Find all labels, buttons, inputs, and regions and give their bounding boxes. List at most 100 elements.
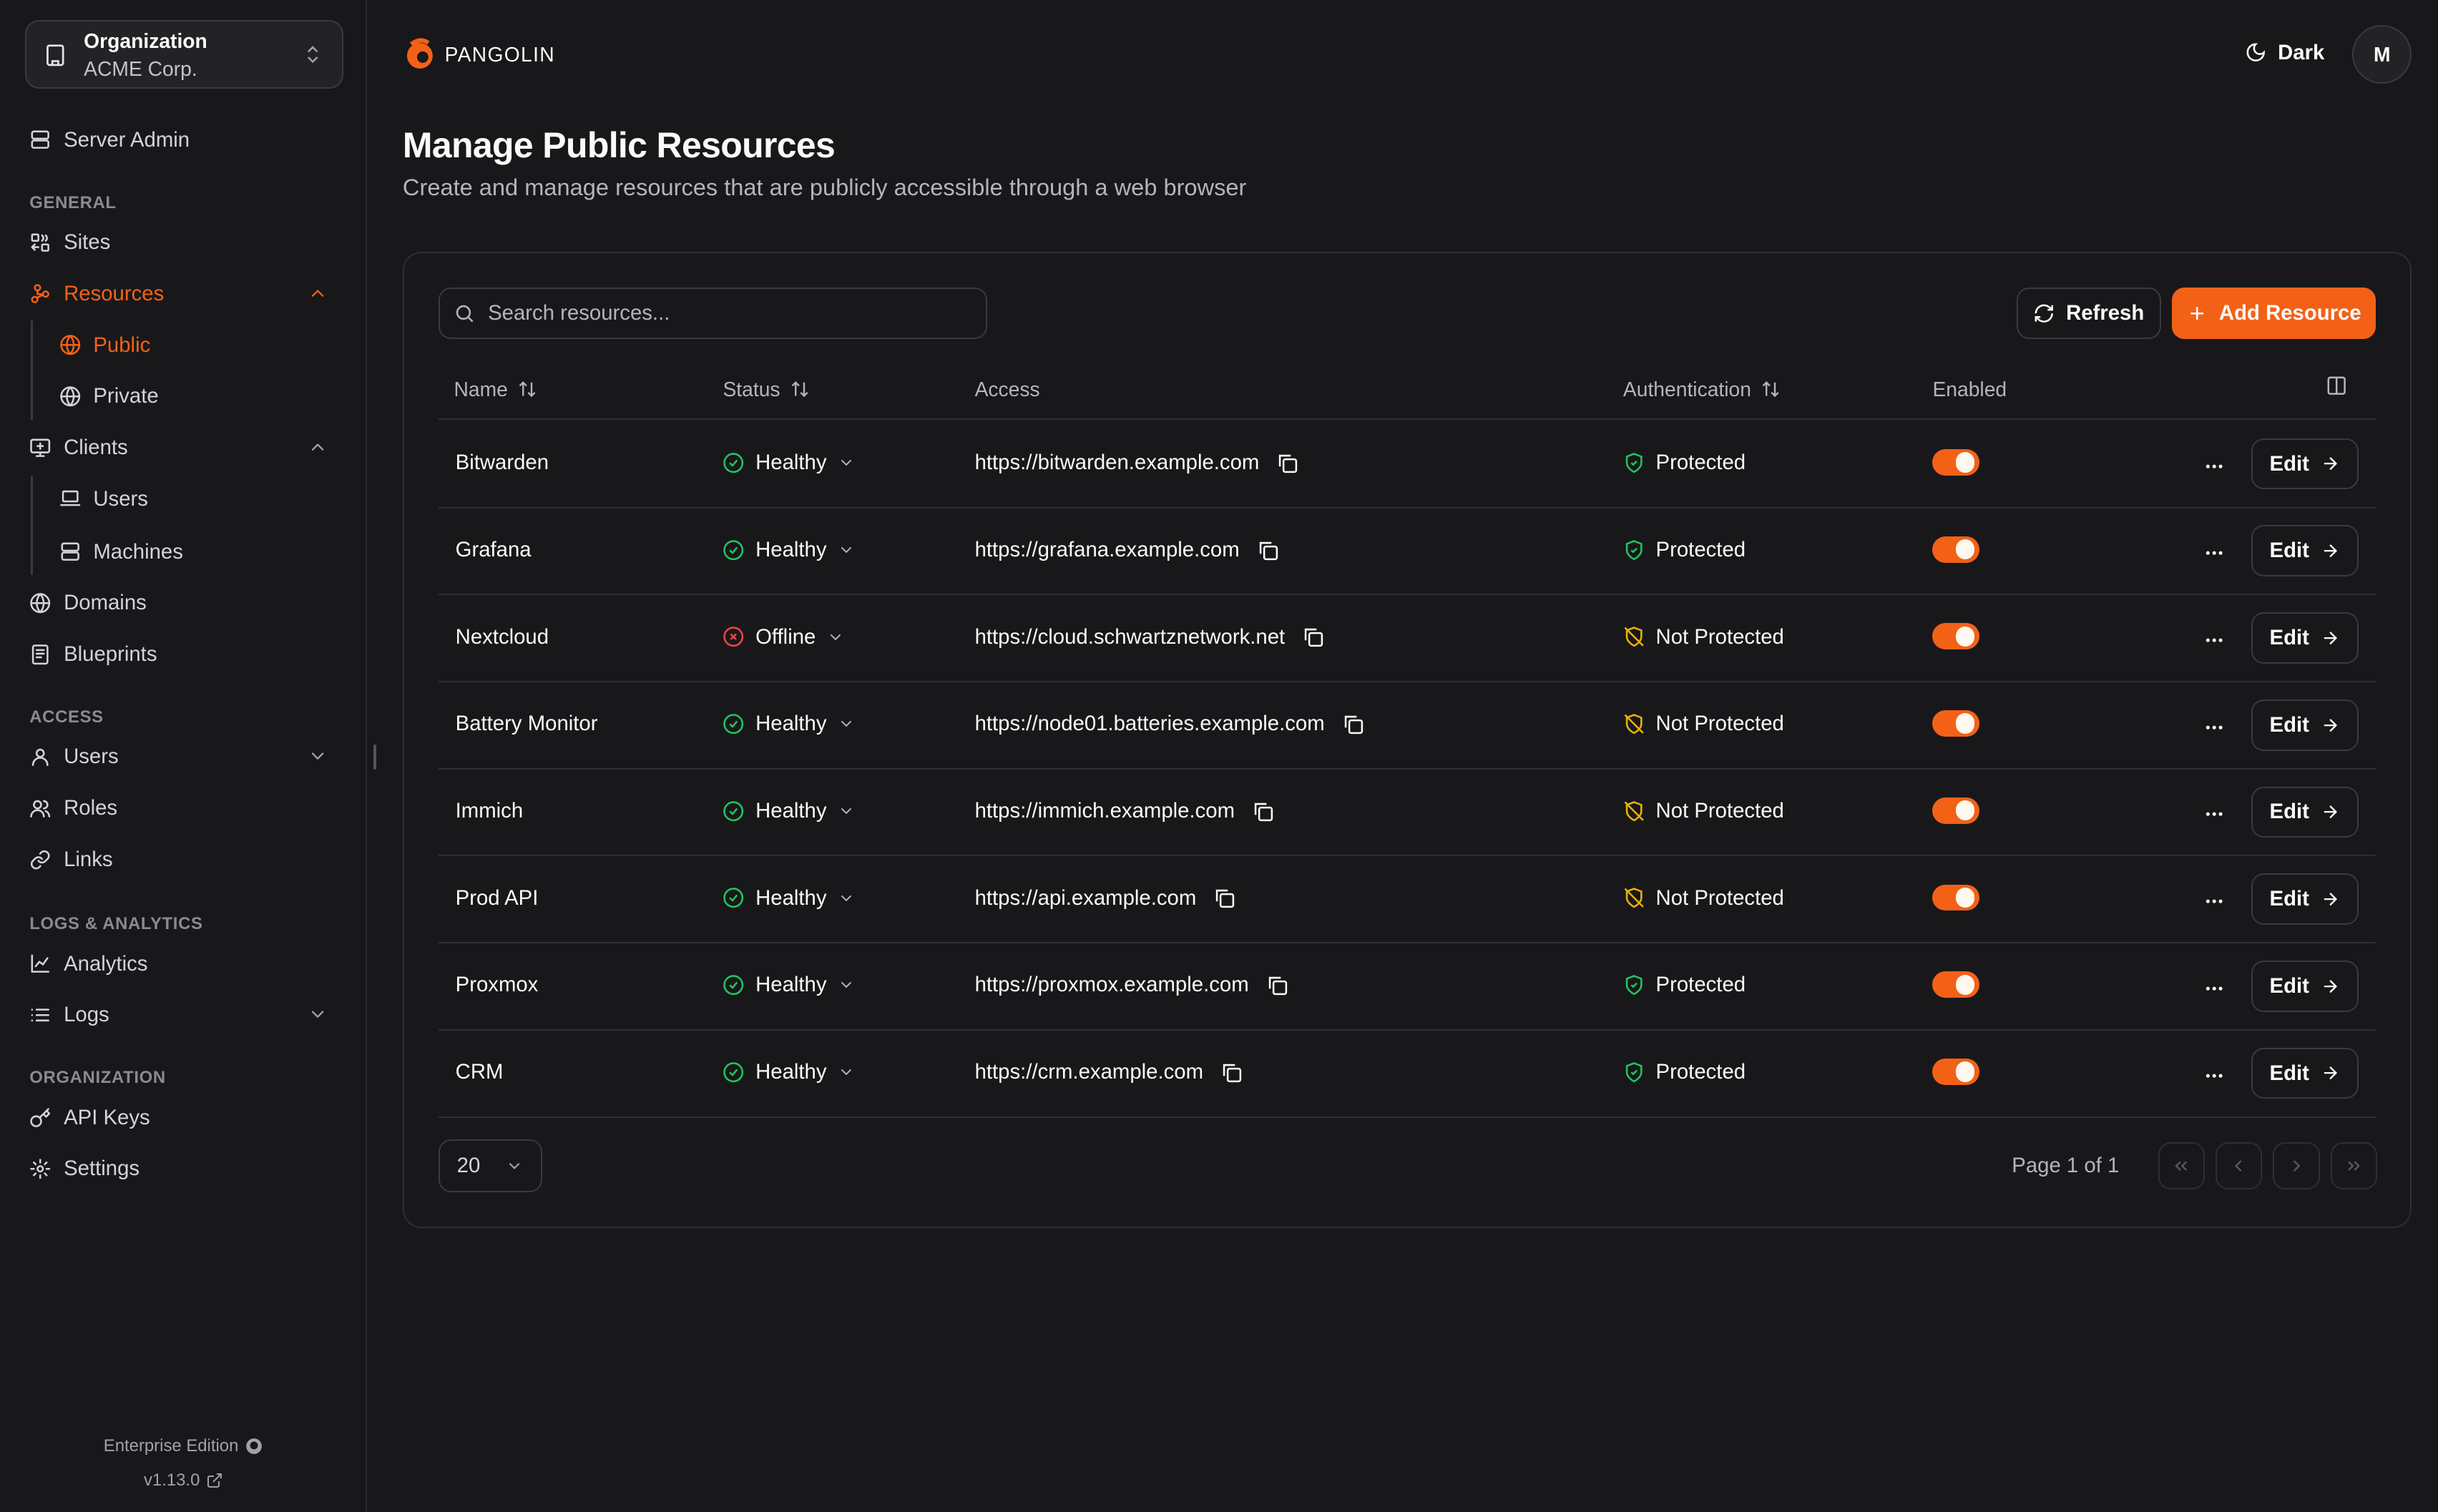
sidebar-item-settings[interactable]: Settings [29, 1152, 341, 1187]
status-dropdown[interactable]: Healthy [723, 712, 854, 736]
enabled-toggle[interactable] [1932, 1058, 1979, 1085]
add-resource-button[interactable]: Add Resource [2172, 287, 2376, 339]
version-link[interactable]: v1.13.0 [0, 1471, 367, 1491]
more-horizontal-icon [2206, 638, 2223, 642]
sidebar-item-users-client[interactable]: Users [59, 482, 339, 516]
access-link[interactable]: https://crm.example.com [974, 1060, 1204, 1084]
copy-icon[interactable] [1342, 713, 1364, 735]
enabled-toggle[interactable] [1932, 884, 1979, 911]
status-dropdown[interactable]: Offline [723, 625, 843, 649]
more-actions-button[interactable] [2203, 803, 2225, 825]
status-dropdown[interactable]: Healthy [723, 451, 854, 475]
more-horizontal-icon [2206, 1074, 2223, 1078]
sidebar-item-sites[interactable]: Sites [29, 225, 341, 260]
sidebar-item-analytics[interactable]: Analytics [29, 947, 341, 981]
sidebar-item-domains[interactable]: Domains [29, 586, 341, 620]
edit-button[interactable]: Edit [2251, 612, 2359, 664]
next-page-button[interactable] [2273, 1142, 2320, 1189]
access-url: https://node01.batteries.example.com [975, 712, 1364, 736]
prev-page-button[interactable] [2216, 1142, 2263, 1189]
first-page-button[interactable] [2158, 1142, 2205, 1189]
more-actions-button[interactable] [2203, 629, 2225, 651]
sidebar-item-resources[interactable]: Resources [29, 277, 341, 311]
column-visibility-button[interactable] [2326, 375, 2347, 396]
chevron-down-icon [841, 895, 851, 901]
status-dropdown[interactable]: Healthy [723, 973, 854, 997]
copy-icon[interactable] [1252, 800, 1273, 822]
edit-button[interactable]: Edit [2251, 525, 2359, 577]
page-size-select[interactable]: 20 [438, 1139, 543, 1192]
column-label: Access [974, 377, 1040, 401]
arrow-right-icon [2324, 1066, 2338, 1080]
edit-button[interactable]: Edit [2251, 1047, 2359, 1099]
search-input[interactable] [488, 300, 955, 325]
access-link[interactable]: https://proxmox.example.com [974, 973, 1249, 997]
edit-label: Edit [2269, 1061, 2309, 1085]
sidebar-item-private[interactable]: Private [59, 379, 339, 413]
sidebar-item-roles[interactable]: Roles [29, 791, 341, 825]
access-link[interactable]: https://node01.batteries.example.com [974, 712, 1325, 736]
edit-button[interactable]: Edit [2251, 699, 2359, 751]
user-avatar[interactable]: M [2352, 24, 2412, 84]
search-box[interactable] [438, 287, 987, 339]
enabled-toggle[interactable] [1932, 971, 1979, 998]
more-horizontal-icon [2206, 899, 2223, 903]
enabled-toggle[interactable] [1932, 797, 1979, 824]
brand-logo[interactable]: PANGOLIN [403, 37, 555, 72]
chevron-left-icon [2235, 1160, 2242, 1172]
more-actions-button[interactable] [2203, 890, 2225, 912]
sidebar-item-users[interactable]: Users [29, 740, 341, 775]
column-header-name[interactable]: Name [454, 378, 537, 401]
edit-button[interactable]: Edit [2251, 786, 2359, 838]
sidebar-item-api-keys[interactable]: API Keys [29, 1101, 341, 1135]
sidebar-item-links[interactable]: Links [29, 843, 341, 877]
sidebar-item-public[interactable]: Public [59, 328, 339, 363]
refresh-button[interactable]: Refresh [2016, 287, 2161, 339]
copy-icon[interactable] [1266, 974, 1288, 996]
edit-label: Edit [2269, 887, 2309, 911]
copy-icon[interactable] [1302, 626, 1323, 647]
status-dropdown[interactable]: Healthy [723, 538, 854, 562]
theme-toggle[interactable]: Dark [2245, 41, 2324, 65]
copy-icon[interactable] [1276, 452, 1298, 473]
status-dropdown[interactable]: Healthy [723, 886, 854, 910]
sidebar-item-clients[interactable]: Clients [29, 431, 341, 465]
status-dropdown[interactable]: Healthy [723, 799, 854, 823]
column-header-authentication[interactable]: Authentication [1623, 378, 1781, 401]
search-icon [456, 305, 474, 323]
edit-button[interactable]: Edit [2251, 873, 2359, 926]
more-actions-button[interactable] [2203, 717, 2225, 738]
external-link-icon [207, 1473, 222, 1488]
edit-button[interactable]: Edit [2251, 438, 2359, 490]
sort-icon [519, 381, 536, 398]
org-switcher[interactable]: Organization ACME Corp. [24, 20, 344, 89]
access-link[interactable]: https://grafana.example.com [974, 537, 1240, 561]
shield-check-icon [1625, 975, 1643, 996]
enabled-toggle[interactable] [1932, 536, 1979, 563]
enabled-toggle[interactable] [1932, 710, 1979, 737]
copy-icon[interactable] [1213, 887, 1235, 908]
copy-icon[interactable] [1220, 1061, 1242, 1083]
access-link[interactable]: https://bitwarden.example.com [974, 451, 1260, 475]
access-link[interactable]: https://immich.example.com [974, 798, 1235, 823]
more-actions-button[interactable] [2203, 1065, 2225, 1086]
edition-label[interactable]: Enterprise Edition [0, 1436, 367, 1456]
sidebar-item-logs[interactable]: Logs [29, 998, 341, 1032]
access-link[interactable]: https://api.example.com [974, 885, 1197, 910]
enabled-toggle[interactable] [1932, 448, 1979, 476]
status-dropdown[interactable]: Healthy [723, 1060, 854, 1084]
more-actions-button[interactable] [2203, 978, 2225, 999]
more-actions-button[interactable] [2203, 456, 2225, 477]
edit-button[interactable]: Edit [2251, 961, 2359, 1012]
last-page-button[interactable] [2330, 1142, 2378, 1189]
access-link[interactable]: https://cloud.schwartznetwork.net [974, 624, 1286, 649]
resource-name: Grafana [455, 537, 532, 561]
sidebar-resize-handle[interactable] [373, 745, 376, 770]
sidebar-item-machines[interactable]: Machines [59, 535, 339, 569]
column-header-status[interactable]: Status [723, 378, 809, 401]
sidebar-item-blueprints[interactable]: Blueprints [29, 637, 341, 672]
sidebar-item-server-admin[interactable]: Server Admin [29, 123, 341, 157]
more-actions-button[interactable] [2203, 542, 2225, 564]
copy-icon[interactable] [1257, 539, 1278, 561]
enabled-toggle[interactable] [1932, 623, 1979, 650]
